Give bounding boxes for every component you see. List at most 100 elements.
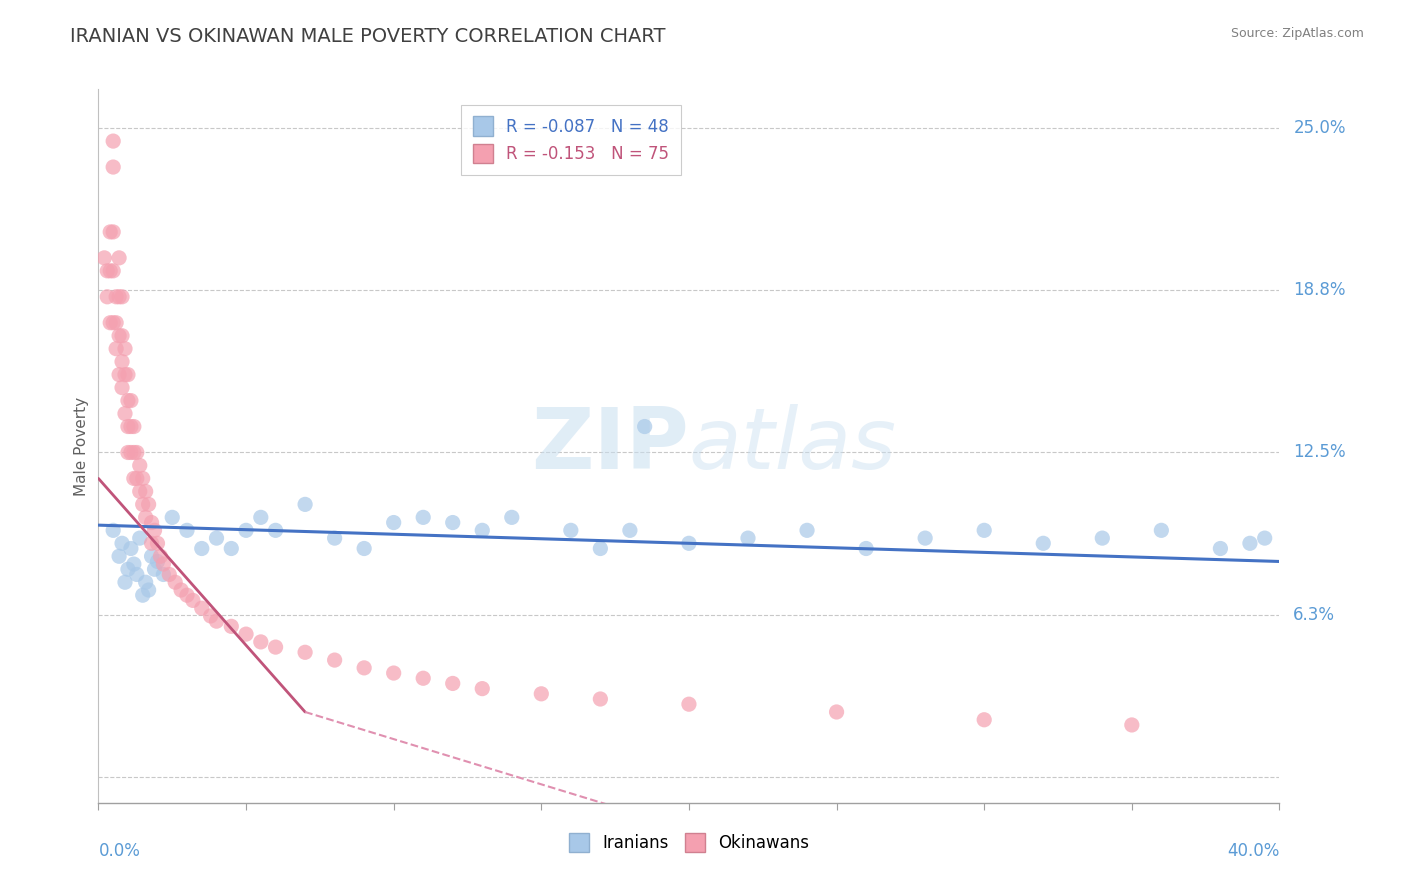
Legend: Iranians, Okinawans: Iranians, Okinawans xyxy=(562,826,815,859)
Text: 40.0%: 40.0% xyxy=(1227,842,1279,860)
Point xyxy=(441,516,464,530)
Point xyxy=(132,471,155,485)
Point xyxy=(108,368,131,382)
Point xyxy=(117,445,139,459)
Point xyxy=(294,645,316,659)
Text: 6.3%: 6.3% xyxy=(1294,606,1336,624)
Point xyxy=(143,562,166,576)
Point xyxy=(125,471,148,485)
Point xyxy=(530,687,553,701)
Point xyxy=(191,601,214,615)
Point xyxy=(135,484,157,499)
Point xyxy=(141,549,163,564)
Text: 18.8%: 18.8% xyxy=(1294,281,1346,300)
Point xyxy=(143,524,166,538)
Point xyxy=(264,524,287,538)
Point xyxy=(146,536,169,550)
Point xyxy=(120,419,142,434)
Point xyxy=(560,524,582,538)
Y-axis label: Male Poverty: Male Poverty xyxy=(73,396,89,496)
Point xyxy=(382,666,405,681)
Point xyxy=(125,567,148,582)
Point xyxy=(589,692,612,706)
Point xyxy=(634,419,657,434)
Point xyxy=(120,393,142,408)
Point xyxy=(108,549,131,564)
Point xyxy=(120,445,142,459)
Point xyxy=(973,524,995,538)
Point xyxy=(141,536,163,550)
Point xyxy=(619,524,641,538)
Point xyxy=(111,381,134,395)
Point xyxy=(973,713,995,727)
Point xyxy=(176,524,198,538)
Point xyxy=(96,290,118,304)
Point xyxy=(1032,536,1054,550)
Point xyxy=(501,510,523,524)
Text: ZIP: ZIP xyxy=(531,404,689,488)
Point xyxy=(103,225,125,239)
Point xyxy=(191,541,214,556)
Text: 0.0%: 0.0% xyxy=(98,842,141,860)
Point xyxy=(146,554,169,568)
Text: 12.5%: 12.5% xyxy=(1294,443,1346,461)
Point xyxy=(170,582,193,597)
Point xyxy=(105,316,128,330)
Text: atlas: atlas xyxy=(689,404,897,488)
Point xyxy=(205,531,228,545)
Point xyxy=(221,541,243,556)
Point xyxy=(117,393,139,408)
Point xyxy=(135,575,157,590)
Point xyxy=(825,705,848,719)
Point xyxy=(382,516,405,530)
Point xyxy=(441,676,464,690)
Point xyxy=(678,697,700,711)
Point xyxy=(200,609,222,624)
Point xyxy=(914,531,936,545)
Point xyxy=(149,549,172,564)
Point xyxy=(128,531,150,545)
Point xyxy=(103,134,125,148)
Point xyxy=(103,524,125,538)
Point xyxy=(114,575,136,590)
Point xyxy=(250,510,273,524)
Point xyxy=(1121,718,1143,732)
Point xyxy=(165,575,187,590)
Point xyxy=(98,225,121,239)
Point xyxy=(1209,541,1232,556)
Text: Source: ZipAtlas.com: Source: ZipAtlas.com xyxy=(1230,27,1364,40)
Point xyxy=(678,536,700,550)
Point xyxy=(122,445,145,459)
Point xyxy=(235,627,257,641)
Point xyxy=(111,328,134,343)
Point xyxy=(221,619,243,633)
Point xyxy=(125,445,148,459)
Point xyxy=(471,524,494,538)
Point xyxy=(157,567,180,582)
Point xyxy=(1254,531,1277,545)
Point xyxy=(108,290,131,304)
Point xyxy=(105,342,128,356)
Point xyxy=(122,557,145,571)
Point xyxy=(353,541,375,556)
Point xyxy=(796,524,818,538)
Text: 25.0%: 25.0% xyxy=(1294,120,1346,137)
Point xyxy=(117,419,139,434)
Point xyxy=(108,251,131,265)
Point xyxy=(1091,531,1114,545)
Point xyxy=(93,251,115,265)
Point xyxy=(128,458,150,473)
Point xyxy=(114,407,136,421)
Point xyxy=(132,497,155,511)
Point xyxy=(1150,524,1173,538)
Point xyxy=(152,557,174,571)
Point xyxy=(1239,536,1261,550)
Point xyxy=(132,588,155,602)
Point xyxy=(111,536,134,550)
Point xyxy=(117,562,139,576)
Point xyxy=(152,567,174,582)
Point xyxy=(589,541,612,556)
Point xyxy=(250,635,273,649)
Point xyxy=(412,671,434,685)
Point xyxy=(412,510,434,524)
